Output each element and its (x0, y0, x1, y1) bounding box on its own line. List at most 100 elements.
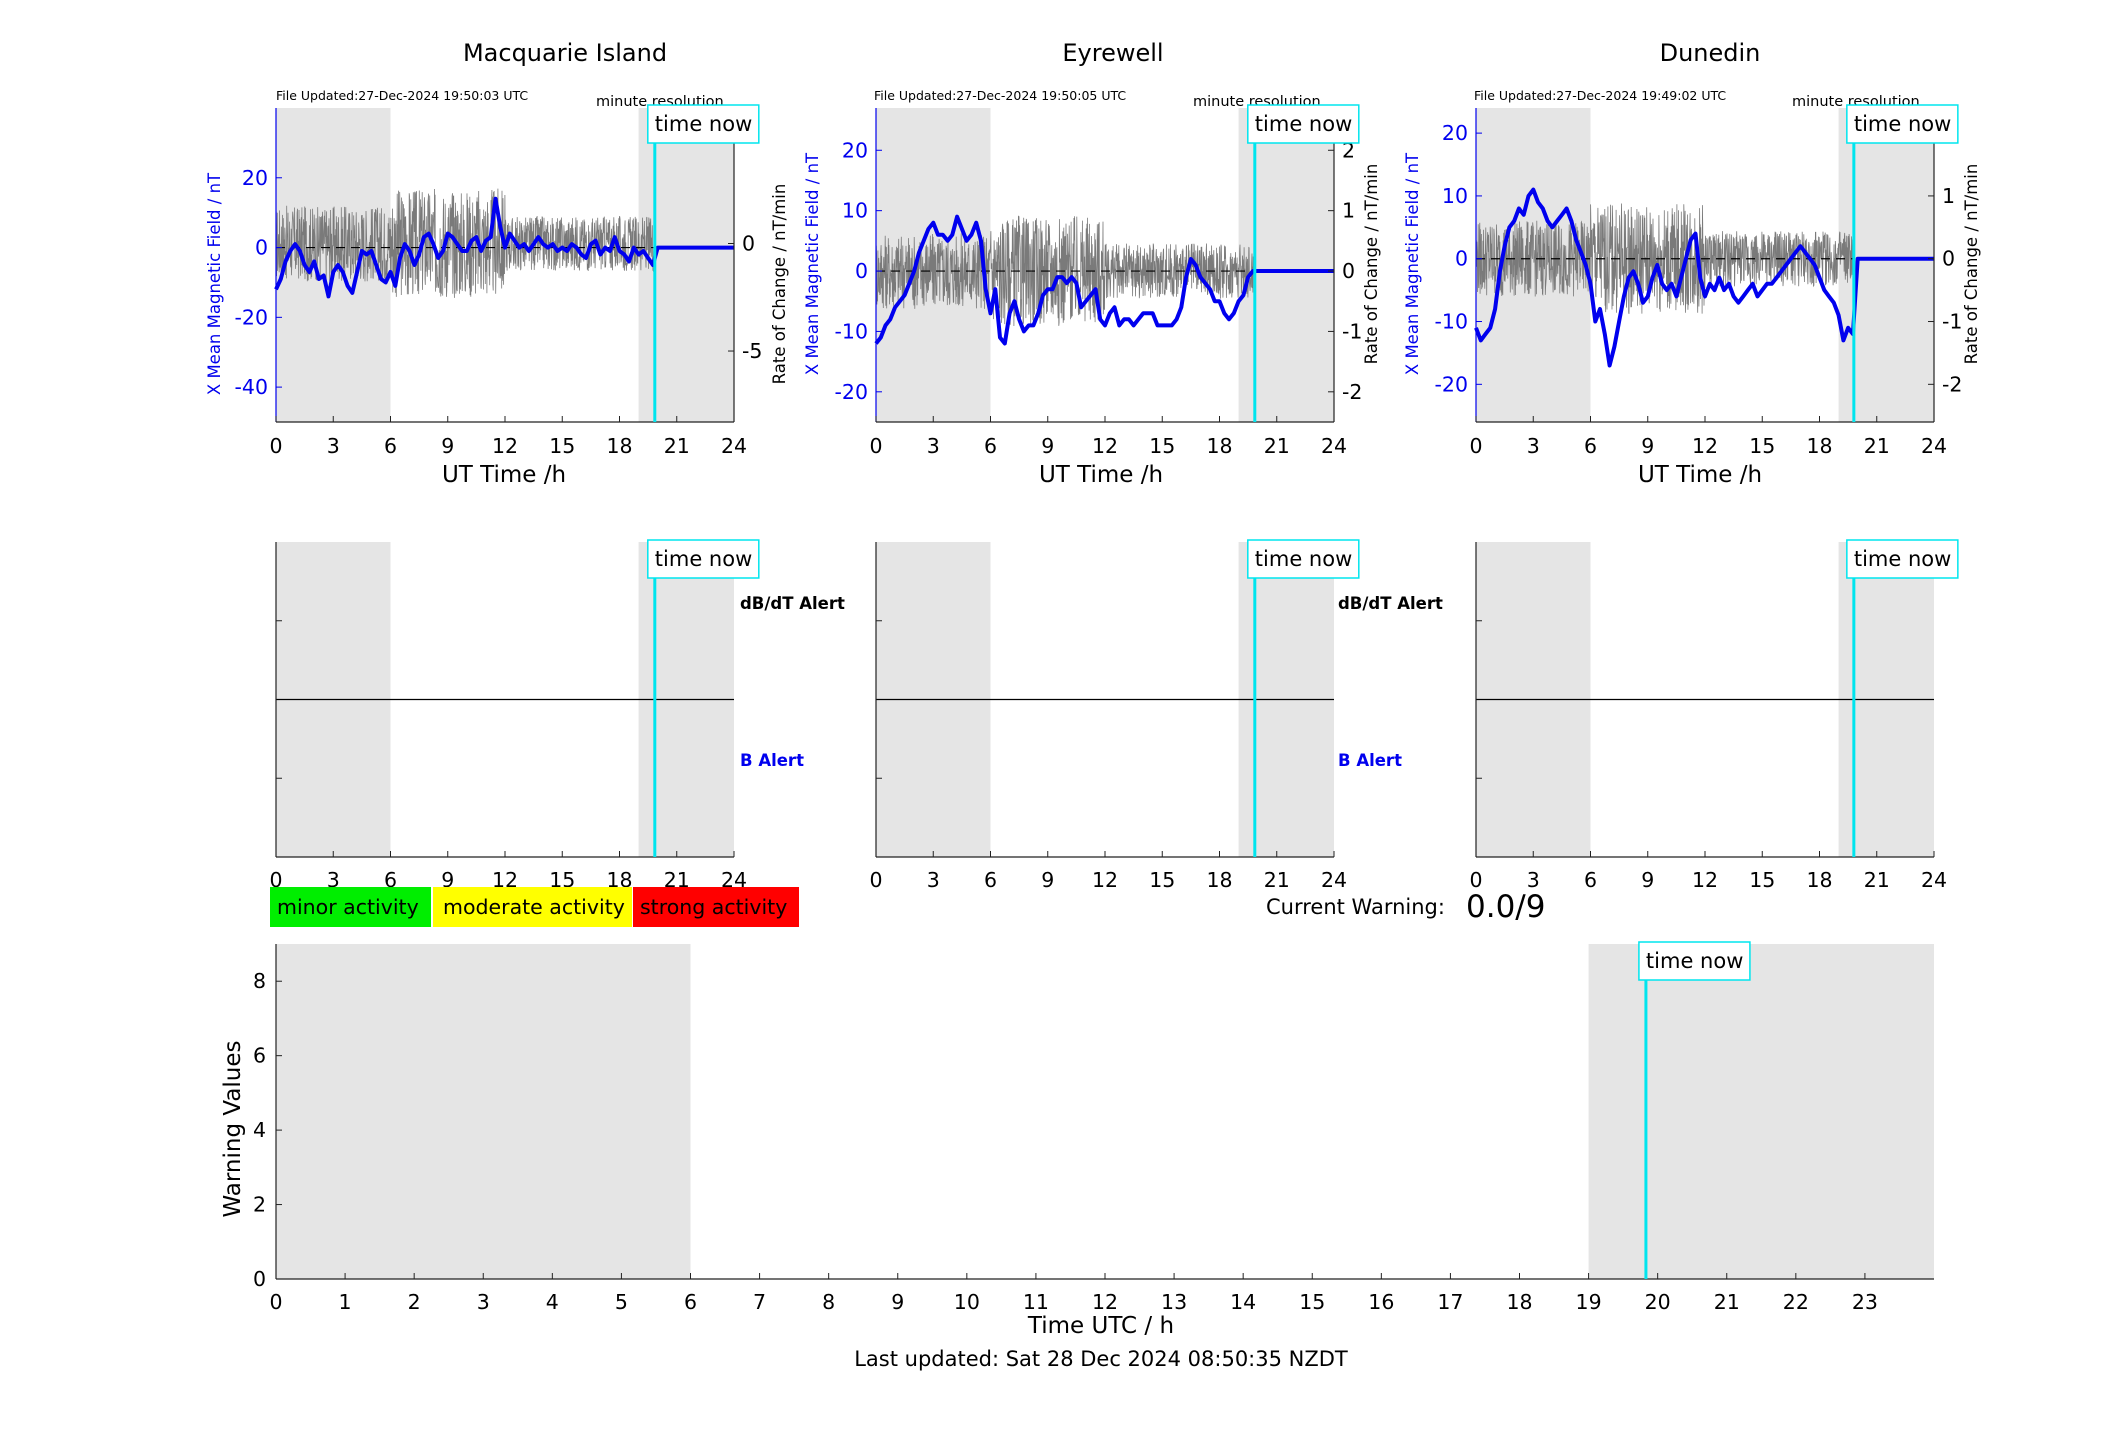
field-series-line (274, 196, 734, 299)
x-tick-label: 0 (269, 434, 282, 458)
x-tick-label: 6 (384, 868, 397, 892)
x-tick-label: 3 (1527, 868, 1540, 892)
rate-of-change-trace (275, 188, 656, 298)
x-tick-label: 21 (664, 434, 690, 458)
left-tick-label: 10 (842, 199, 868, 223)
y-tick-label: 2 (253, 1193, 266, 1217)
x-tick-label: 15 (1299, 1290, 1325, 1314)
x-tick-label: 12 (1092, 868, 1118, 892)
time-now-label: time now (1255, 112, 1352, 136)
activity-legend: minor activity moderate activity strong … (270, 887, 799, 927)
time-now-box (1846, 539, 1959, 579)
left-tick-label: 10 (1442, 184, 1468, 208)
x-tick-label: 18 (1806, 434, 1832, 458)
dbdt-alert-label: dB/dT Alert (740, 594, 845, 613)
time-now-label: time now (1646, 949, 1743, 973)
station-panel-eyrewell: Eyrewell File Updated:27-Dec-2024 19:50:… (803, 39, 1381, 488)
warning-values-panel: Warning Values Time UTC / h 0 1 2 3 4 5 6 7 8 9 10… (220, 941, 1934, 1339)
x-axis-label: UT Time /h (442, 462, 566, 488)
x-tick-label: 4 (546, 1290, 559, 1314)
x-tick-label: 12 (1692, 868, 1718, 892)
x-tick-label: 23 (1852, 1290, 1878, 1314)
right-tick-label: 2 (1342, 138, 1355, 162)
station-title: Macquarie Island (463, 39, 667, 67)
x-tick-label: 20 (1645, 1290, 1671, 1314)
x-tick-label: 17 (1437, 1290, 1463, 1314)
y-tick-label: 6 (253, 1044, 266, 1068)
y-axis-label: Warning Values (220, 1040, 246, 1217)
left-tick-label: 20 (242, 166, 268, 190)
x-tick-label: 18 (1206, 868, 1232, 892)
x-axis-label: UT Time /h (1039, 462, 1163, 488)
x-tick-label: 19 (1576, 1290, 1602, 1314)
x-tick-label: 9 (1641, 434, 1654, 458)
left-tick-label: 20 (842, 138, 868, 162)
x-tick-label: 3 (477, 1290, 490, 1314)
x-tick-label: 3 (1527, 434, 1540, 458)
station-title: Dunedin (1660, 39, 1761, 67)
x-tick-label: 9 (891, 1290, 904, 1314)
x-tick-label: 0 (869, 434, 882, 458)
x-tick-label: 15 (549, 434, 575, 458)
time-now-label: time now (655, 112, 752, 136)
x-tick-label: 21 (1264, 434, 1290, 458)
left-tick-label: -20 (235, 305, 268, 329)
right-tick-label: 0 (1942, 247, 1955, 271)
x-tick-label: 8 (822, 1290, 835, 1314)
x-tick-label: 6 (1584, 434, 1597, 458)
right-tick-label: -5 (742, 339, 762, 363)
x-tick-label: 11 (1023, 1290, 1049, 1314)
file-updated-text: File Updated:27-Dec-2024 19:50:03 UTC (276, 88, 528, 103)
x-tick-label: 21 (1864, 868, 1890, 892)
x-axis-label: UT Time /h (1638, 462, 1762, 488)
x-tick-label: 18 (1506, 1290, 1532, 1314)
night-shading (1588, 944, 1934, 1279)
x-tick-label: 24 (1321, 868, 1347, 892)
x-tick-label: 15 (1149, 868, 1175, 892)
file-updated-text: File Updated:27-Dec-2024 19:50:05 UTC (874, 88, 1126, 103)
time-now-box (1247, 104, 1360, 144)
station-panel-macquarie: Macquarie Island File Updated:27-Dec-202… (205, 39, 789, 488)
x-tick-label: 6 (984, 434, 997, 458)
right-tick-label: 1 (1942, 184, 1955, 208)
rate-of-change-trace (875, 215, 1256, 327)
current-warning-value: 0.0/9 (1466, 889, 1545, 925)
right-tick-label: 1 (1342, 199, 1355, 223)
left-axis-label: X Mean Magnetic Field / nT (803, 152, 822, 375)
legend-moderate-swatch (433, 887, 632, 927)
x-axis-label: Time UTC / h (1027, 1313, 1174, 1339)
right-tick-label: 0 (742, 231, 755, 255)
time-now-box (1846, 104, 1959, 144)
x-tick-label: 0 (1469, 434, 1482, 458)
x-tick-label: 12 (1092, 1290, 1118, 1314)
current-warning-label: Current Warning: (1266, 895, 1445, 919)
x-tick-label: 9 (1041, 868, 1054, 892)
x-tick-label: 21 (1714, 1290, 1740, 1314)
x-tick-label: 9 (1041, 434, 1054, 458)
file-updated-text: File Updated:27-Dec-2024 19:49:02 UTC (1474, 88, 1726, 103)
right-axis-label: Rate of Change / nT/min (770, 184, 789, 385)
time-now-label: time now (1854, 547, 1951, 571)
x-tick-label: 12 (1092, 434, 1118, 458)
left-tick-label: -10 (1435, 310, 1468, 334)
right-tick-label: -2 (1342, 380, 1362, 404)
legend-strong-swatch (633, 887, 799, 927)
right-tick-label: -1 (1942, 310, 1962, 334)
left-axis-label: X Mean Magnetic Field / nT (205, 172, 224, 395)
x-tick-label: 9 (441, 434, 454, 458)
x-tick-label: 2 (408, 1290, 421, 1314)
legend-strong-label: strong activity (640, 895, 787, 919)
time-now-label: time now (1255, 547, 1352, 571)
station-panel-dunedin: Dunedin File Updated:27-Dec-2024 19:49:0… (1403, 39, 1981, 488)
x-tick-label: 18 (1206, 434, 1232, 458)
x-tick-label: 0 (869, 868, 882, 892)
x-tick-label: 1 (339, 1290, 352, 1314)
left-tick-label: -10 (835, 319, 868, 343)
x-tick-label: 12 (1692, 434, 1718, 458)
x-tick-label: 3 (927, 868, 940, 892)
x-tick-label: 16 (1368, 1290, 1394, 1314)
left-tick-label: 0 (255, 236, 268, 260)
x-tick-label: 9 (1641, 868, 1654, 892)
x-tick-label: 0 (1469, 868, 1482, 892)
x-tick-label: 15 (1149, 434, 1175, 458)
